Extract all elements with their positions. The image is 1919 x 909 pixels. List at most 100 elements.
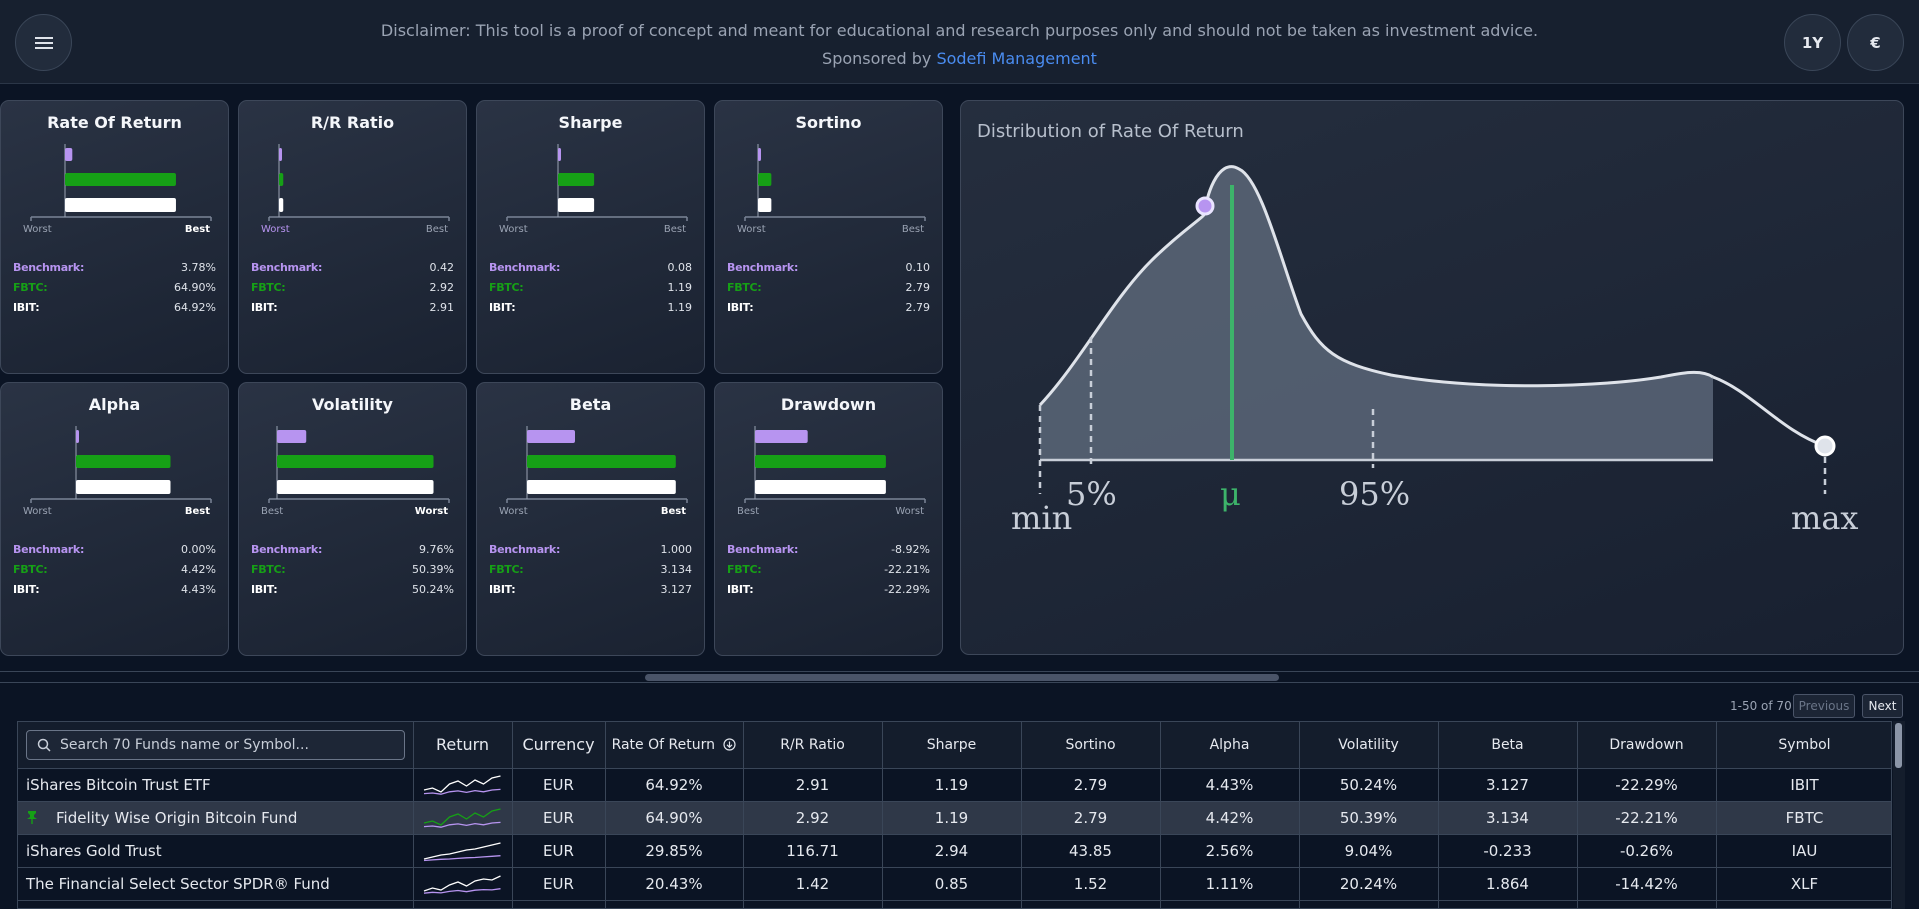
legend-value-fund: 1.19 (667, 281, 693, 294)
rate-of-return-cell (605, 900, 744, 908)
axis-label-right: Worst (895, 506, 924, 517)
next-button[interactable]: Next (1862, 694, 1903, 718)
metric-card-rate-of-return: Rate Of Return Worst Best Benchmark: 3.78% FB… (0, 100, 229, 374)
menu-button[interactable] (15, 14, 72, 71)
column-header-alpha[interactable]: Alpha (1160, 722, 1300, 769)
distribution-chart: min 5% μ 95% max (1011, 165, 1858, 537)
table-row[interactable]: iShares Bitcoin Trust ETF EUR 64.92% 2.91 1.… (18, 768, 1891, 802)
rr-ratio-cell: 2.91 (743, 768, 883, 802)
axis-label-left: Worst (499, 506, 528, 517)
fund-name-cell[interactable]: Fidelity Wise Origin Bitcoin Fund (18, 801, 414, 835)
period-button[interactable]: 1Y (1784, 14, 1841, 71)
search-box[interactable]: Search 70 Funds name or Symbol... (26, 729, 405, 760)
sharpe-cell: 2.94 (882, 834, 1022, 868)
metric-card-drawdown: Drawdown Best Worst Benchmark: -8.92% FBTC: -2… (714, 382, 943, 656)
metric-title: Sharpe (558, 113, 623, 132)
pagination-range: 1-50 of 70 (1730, 699, 1792, 713)
legend-label-fund: FBTC: (251, 563, 286, 576)
sponsor-line: Sponsored by Sodefi Management (0, 45, 1919, 73)
column-header-rate-of-return[interactable]: Rate Of Return (605, 722, 744, 769)
column-header-symbol[interactable]: Symbol (1716, 722, 1891, 769)
legend-label-benchmark: Benchmark: (13, 261, 85, 274)
search-input[interactable]: Search 70 Funds name or Symbol... (60, 736, 309, 753)
column-header-rr-ratio[interactable]: R/R Ratio (743, 722, 883, 769)
sparkline-benchmark (423, 854, 501, 861)
currency-button[interactable]: € (1847, 14, 1904, 71)
previous-button[interactable]: Previous (1793, 694, 1855, 718)
metric-bar-chart (268, 144, 450, 221)
legend-value-fund: 3.134 (660, 563, 693, 576)
sortino-cell: 2.79 (1021, 768, 1161, 802)
etf-bar (755, 480, 886, 494)
axis-label-left: Worst (23, 506, 52, 517)
scrollbar-thumb[interactable] (645, 674, 1279, 681)
axis-label-left: Worst (261, 224, 290, 235)
rate-of-return-cell: 29.85% (605, 834, 744, 868)
fund-name-cell[interactable] (18, 900, 414, 908)
metric-card-volatility: Volatility Best Worst Benchmark: 9.76% FBTC: 5… (238, 382, 467, 656)
table-row[interactable] (18, 900, 1891, 908)
currency-cell: EUR (512, 834, 606, 868)
column-header-volatility[interactable]: Volatility (1299, 722, 1439, 769)
return-sparkline-cell (413, 768, 513, 802)
column-header-drawdown[interactable]: Drawdown (1577, 722, 1717, 769)
legend-value-fund: 4.42% (181, 563, 216, 576)
fund-name-cell[interactable]: iShares Gold Trust (18, 834, 414, 868)
alpha-cell: 1.11% (1160, 867, 1300, 901)
legend-row-fund: FBTC: 50.39% (251, 563, 454, 576)
table-row[interactable]: iShares Gold Trust EUR 29.85% 116.71 2.94 43.… (18, 834, 1891, 868)
table-row[interactable]: Fidelity Wise Origin Bitcoin Fund EUR 64.9… (18, 801, 1891, 835)
legend-label-fund: FBTC: (489, 281, 524, 294)
benchmark-bar (527, 430, 575, 443)
fund-bar (758, 173, 772, 186)
table-header-row: Search 70 Funds name or Symbol... Return… (18, 722, 1891, 769)
legend-value-fund: 2.79 (905, 281, 931, 294)
currency-cell: EUR (512, 801, 606, 835)
currency-cell: EUR (512, 768, 606, 802)
column-header-rate-of-return-label: Rate Of Return (611, 736, 715, 753)
metric-bar-chart (30, 426, 212, 503)
column-header-sharpe[interactable]: Sharpe (882, 722, 1022, 769)
legend-label-etf: IBIT: (727, 583, 754, 596)
fund-name-cell[interactable]: iShares Bitcoin Trust ETF (18, 768, 414, 802)
metric-bar-chart (744, 426, 926, 503)
sparkline-fund (423, 841, 501, 860)
benchmark-bar (65, 148, 73, 161)
return-sparkline (423, 807, 501, 828)
legend-row-benchmark: Benchmark: 0.00% (13, 543, 216, 556)
legend-label-etf: IBIT: (489, 301, 516, 314)
column-header-return[interactable]: Return (413, 722, 513, 769)
column-header-currency[interactable]: Currency (512, 722, 606, 769)
symbol-cell: FBTC (1716, 801, 1891, 835)
column-header-sortino[interactable]: Sortino (1021, 722, 1161, 769)
horizontal-scrollbar[interactable] (0, 671, 1919, 683)
metric-card-sharpe: Sharpe Worst Best Benchmark: 0.08 FBTC: 1.19 IB… (476, 100, 705, 374)
axis-label-right: Best (660, 506, 686, 517)
drawdown-cell: -22.21% (1577, 801, 1717, 835)
legend-label-fund: FBTC: (251, 281, 286, 294)
sponsor-prefix: Sponsored by (822, 49, 932, 68)
legend-label-benchmark: Benchmark: (13, 543, 85, 556)
column-header-beta[interactable]: Beta (1438, 722, 1578, 769)
fund-point (1814, 435, 1836, 457)
legend-row-benchmark: Benchmark: 0.42 (251, 261, 454, 274)
vertical-scrollbar-thumb[interactable] (1895, 723, 1902, 768)
metric-card-sortino: Sortino Worst Best Benchmark: 0.10 FBTC: 2.79 I… (714, 100, 943, 374)
legend-row-etf: IBIT: 1.19 (489, 301, 692, 314)
etf-bar (279, 198, 284, 212)
pin-icon[interactable] (26, 810, 38, 824)
vertical-scrollbar[interactable] (1893, 721, 1905, 909)
top-header: Disclaimer: This tool is a proof of conc… (0, 0, 1919, 84)
distribution-panel: Distribution of Rate Of Return min 5% μ … (960, 100, 1904, 655)
legend-value-benchmark: 0.08 (667, 261, 693, 274)
legend-label-benchmark: Benchmark: (727, 261, 799, 274)
volatility-cell: 50.39% (1299, 801, 1439, 835)
sponsor-link[interactable]: Sodefi Management (936, 49, 1097, 68)
benchmark-bar (76, 430, 79, 443)
fund-bar (527, 455, 676, 468)
table-row[interactable]: The Financial Select Sector SPDR® Fund EU… (18, 867, 1891, 901)
sort-down-icon[interactable] (723, 738, 737, 751)
rr-ratio-cell: 1.42 (743, 867, 883, 901)
label-max: max (1791, 499, 1858, 537)
fund-name-cell[interactable]: The Financial Select Sector SPDR® Fund (18, 867, 414, 901)
